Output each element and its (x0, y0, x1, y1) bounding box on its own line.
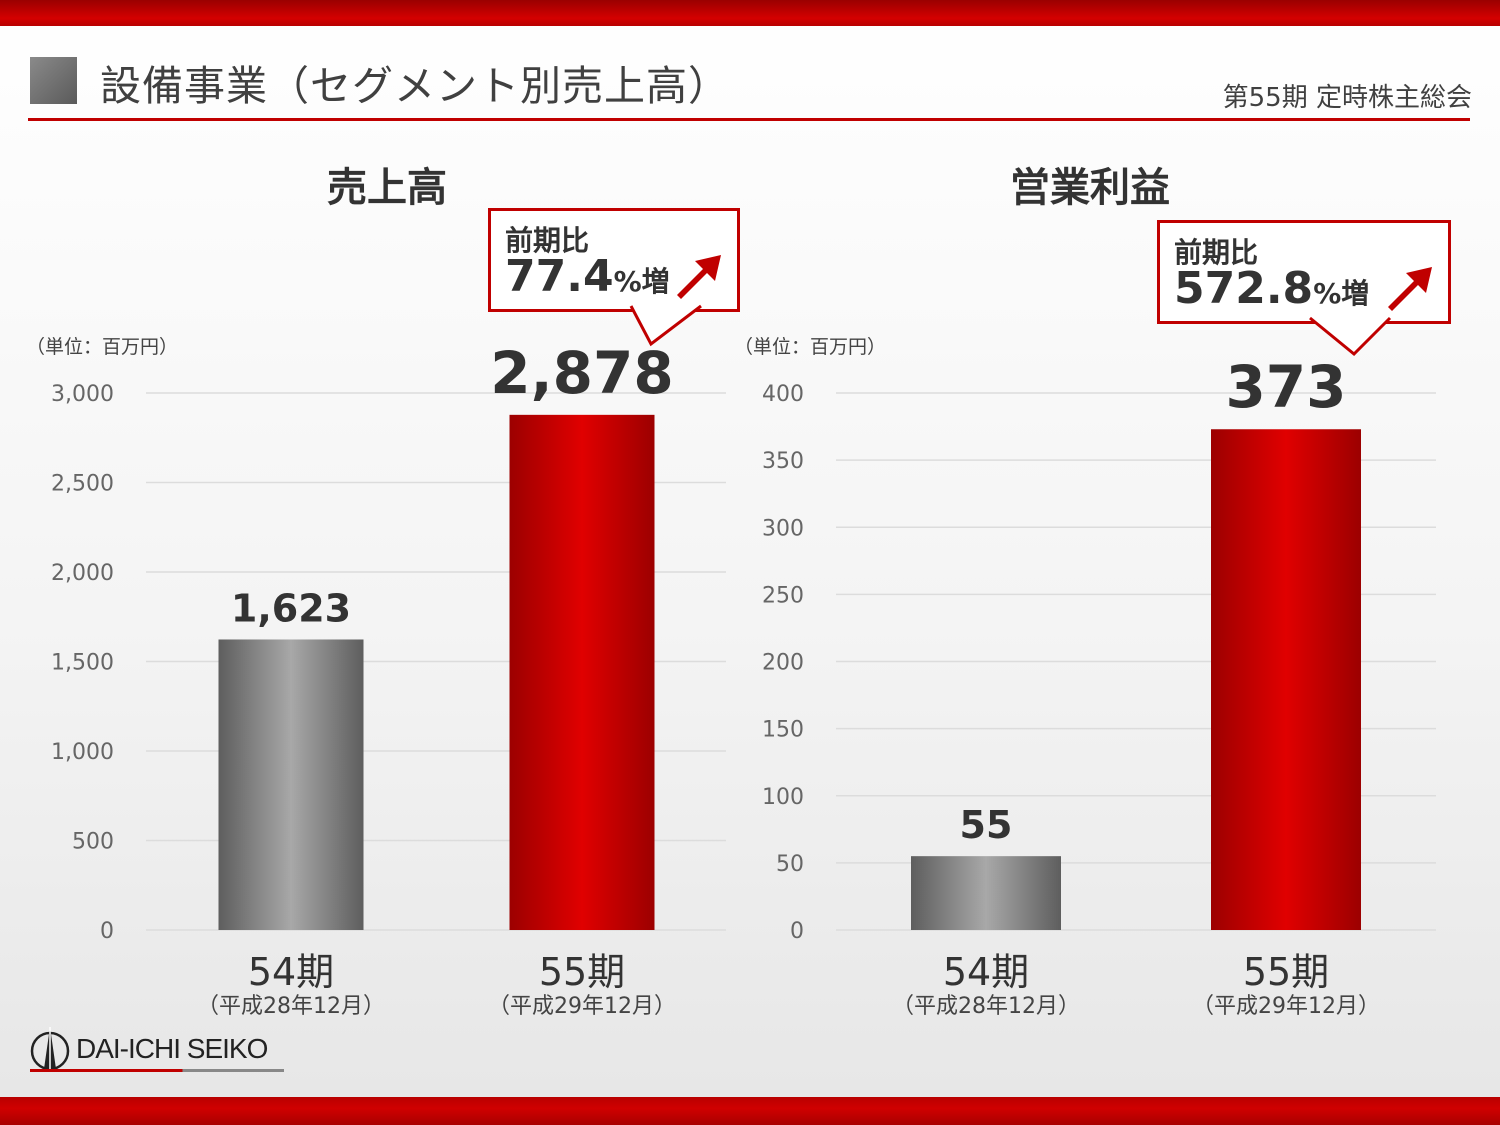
bar-profit-0 (911, 856, 1061, 930)
bar-profit-1 (1211, 429, 1361, 930)
category-label-sales-1: 55期 (539, 950, 625, 994)
value-label-profit-1: 373 (1225, 353, 1346, 421)
y-tick-label-profit: 100 (762, 785, 804, 810)
callout-profit: 前期比 572.8%増 (1157, 220, 1451, 357)
y-tick-label-profit: 150 (762, 718, 804, 743)
category-label-sales-0: 54期 (248, 950, 334, 994)
y-tick-label-profit: 400 (762, 382, 804, 407)
y-tick-label-sales: 2,000 (51, 561, 114, 586)
y-tick-label-profit: 350 (762, 449, 804, 474)
y-tick-label-sales: 500 (72, 830, 114, 855)
callout-label-profit: 前期比 (1174, 236, 1259, 269)
chart-title-sales: 売上高 (327, 165, 447, 211)
bottom-band (0, 1097, 1500, 1125)
category-sublabel-profit-0: （平成28年12月） (892, 994, 1080, 1019)
category-sublabel-sales-1: （平成29年12月） (488, 994, 676, 1019)
company-logo: DAI-ICHI SEIKO (30, 1025, 290, 1075)
value-label-sales-0: 1,623 (231, 586, 351, 630)
y-tick-label-sales: 0 (100, 919, 114, 944)
meeting-label: 第55期 定時株主総会 (1222, 83, 1472, 113)
callout-sales: 前期比 77.4%増 (488, 208, 740, 347)
callout-percent-profit: 572.8%増 (1174, 263, 1369, 314)
y-tick-label-profit: 50 (776, 852, 804, 877)
y-tick-label-sales: 1,000 (51, 740, 114, 765)
category-sublabel-sales-0: （平成28年12月） (197, 994, 385, 1019)
callout-tail-profit (1309, 316, 1392, 357)
title-square-icon (30, 57, 77, 104)
y-tick-label-profit: 300 (762, 516, 804, 541)
title-divider (28, 118, 1470, 121)
value-label-sales-1: 2,878 (490, 339, 673, 407)
category-label-profit-1: 55期 (1243, 950, 1329, 994)
y-tick-label-profit: 250 (762, 583, 804, 608)
category-sublabel-profit-1: （平成29年12月） (1192, 994, 1380, 1019)
callout-value-profit: 572.8 (1174, 263, 1314, 314)
bar-sales-1 (509, 414, 655, 930)
callout-percent-sales: 77.4%増 (505, 251, 670, 302)
callout-suffix-sales: %増 (613, 265, 670, 298)
callout-tail-sales (629, 304, 702, 347)
logo-mark-icon (30, 1027, 70, 1071)
up-arrow-icon (1388, 267, 1432, 311)
up-arrow-icon (677, 255, 721, 299)
callout-label-sales: 前期比 (505, 224, 590, 257)
chart-title-profit: 営業利益 (1010, 165, 1170, 211)
logo-text: DAI-ICHI SEIKO (76, 1033, 268, 1064)
y-tick-label-sales: 2,500 (51, 472, 114, 497)
page-title: 設備事業（セグメント別売上高） (100, 62, 730, 110)
y-tick-label-profit: 0 (790, 919, 804, 944)
y-tick-label-sales: 1,500 (51, 651, 114, 676)
y-tick-label-sales: 3,000 (51, 382, 114, 407)
callout-value-sales: 77.4 (505, 251, 614, 302)
category-label-profit-0: 54期 (943, 950, 1029, 994)
unit-label-sales: （単位：百万円） (26, 336, 179, 358)
bar-sales-0 (218, 639, 364, 930)
logo-underline (30, 1069, 284, 1072)
callout-suffix-profit: %増 (1313, 277, 1370, 310)
value-label-profit-0: 55 (960, 803, 1013, 847)
y-tick-label-profit: 200 (762, 651, 804, 676)
unit-label-profit: （単位：百万円） (734, 336, 887, 358)
top-band (0, 0, 1500, 26)
